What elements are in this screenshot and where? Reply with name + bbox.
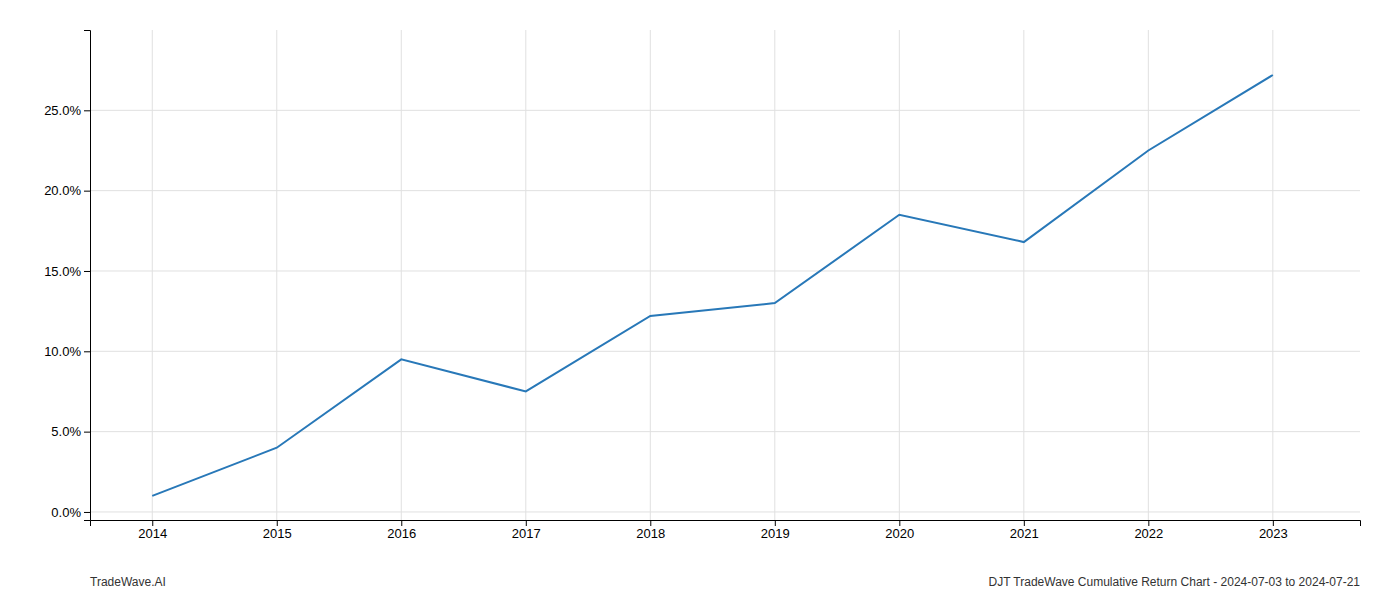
x-tick: 2022 bbox=[1134, 520, 1163, 541]
y-tick-label: 20.0% bbox=[44, 183, 81, 198]
y-tick: 10.0% bbox=[44, 344, 90, 359]
x-tick: 2020 bbox=[885, 520, 914, 541]
x-tick: 2017 bbox=[512, 520, 541, 541]
x-tick: 2019 bbox=[761, 520, 790, 541]
x-tick-mark bbox=[401, 520, 402, 526]
y-tick-label: 0.0% bbox=[51, 505, 81, 520]
x-tick-mark bbox=[152, 520, 153, 526]
x-tick: 2015 bbox=[263, 520, 292, 541]
y-tick: 20.0% bbox=[44, 183, 90, 198]
x-tick-label: 2020 bbox=[885, 526, 914, 541]
y-tick-label: 10.0% bbox=[44, 344, 81, 359]
x-tick-label: 2015 bbox=[263, 526, 292, 541]
x-tick: 2018 bbox=[636, 520, 665, 541]
grid bbox=[90, 30, 1360, 520]
y-axis: 0.0% 5.0% 10.0% 15.0% 20.0% 25.0% bbox=[44, 31, 90, 521]
x-grid-line bbox=[1023, 30, 1024, 520]
y-tick-mark bbox=[84, 351, 90, 352]
y-tick-mark bbox=[84, 110, 90, 111]
x-grid-line bbox=[899, 30, 900, 520]
x-tick: 2016 bbox=[387, 520, 416, 541]
x-grid-line bbox=[774, 30, 775, 520]
y-grid-line bbox=[90, 511, 1360, 512]
y-tick: 25.0% bbox=[44, 103, 90, 118]
x-tick-label: 2019 bbox=[761, 526, 790, 541]
y-tick-mark bbox=[84, 191, 90, 192]
x-tick: 2021 bbox=[1010, 520, 1039, 541]
x-tick-mark bbox=[1024, 520, 1025, 526]
x-tick-label: 2021 bbox=[1010, 526, 1039, 541]
y-grid-line bbox=[90, 190, 1360, 191]
y-grid-line bbox=[90, 110, 1360, 111]
y-tick-mark bbox=[84, 271, 90, 272]
x-grid-line bbox=[401, 30, 402, 520]
y-tick-label: 25.0% bbox=[44, 103, 81, 118]
y-tick-mark bbox=[84, 512, 90, 513]
y-tick: 15.0% bbox=[44, 264, 90, 279]
x-tick-label: 2017 bbox=[512, 526, 541, 541]
x-tick-mark bbox=[1273, 520, 1274, 526]
x-axis-line bbox=[91, 521, 1361, 527]
y-tick-mark bbox=[84, 432, 90, 433]
y-tick: 0.0% bbox=[51, 505, 90, 520]
x-grid-line bbox=[1272, 30, 1273, 520]
y-grid-line bbox=[90, 431, 1360, 432]
x-grid-line bbox=[525, 30, 526, 520]
plot-area bbox=[152, 75, 1273, 496]
footer-left: TradeWave.AI bbox=[90, 575, 166, 589]
x-grid-line bbox=[1148, 30, 1149, 520]
x-tick-mark bbox=[277, 520, 278, 526]
y-axis-line bbox=[84, 31, 91, 521]
x-tick: 2014 bbox=[138, 520, 167, 541]
y-tick: 5.0% bbox=[51, 424, 90, 439]
x-tick-label: 2018 bbox=[636, 526, 665, 541]
y-tick-label: 15.0% bbox=[44, 264, 81, 279]
x-grid-line bbox=[650, 30, 651, 520]
x-grid-line bbox=[152, 30, 153, 520]
chart: 2014 2015 2016 2017 2018 2019 2020 2021 2022 2023… bbox=[0, 0, 1400, 600]
x-tick-mark bbox=[526, 520, 527, 526]
y-tick-label: 5.0% bbox=[51, 424, 81, 439]
x-tick-mark bbox=[1148, 520, 1149, 526]
x-tick-mark bbox=[775, 520, 776, 526]
x-tick-mark bbox=[899, 520, 900, 526]
x-tick-label: 2023 bbox=[1259, 526, 1288, 541]
footer-right: DJT TradeWave Cumulative Return Chart - … bbox=[988, 575, 1360, 589]
x-tick-mark bbox=[650, 520, 651, 526]
y-grid-line bbox=[90, 351, 1360, 352]
data-line bbox=[152, 75, 1273, 496]
x-tick: 2023 bbox=[1259, 520, 1288, 541]
y-grid-line bbox=[90, 270, 1360, 271]
x-tick-label: 2022 bbox=[1134, 526, 1163, 541]
x-tick-label: 2014 bbox=[138, 526, 167, 541]
x-axis: 2014 2015 2016 2017 2018 2019 2020 2021 2022 2023 bbox=[91, 520, 1361, 541]
x-tick-label: 2016 bbox=[387, 526, 416, 541]
